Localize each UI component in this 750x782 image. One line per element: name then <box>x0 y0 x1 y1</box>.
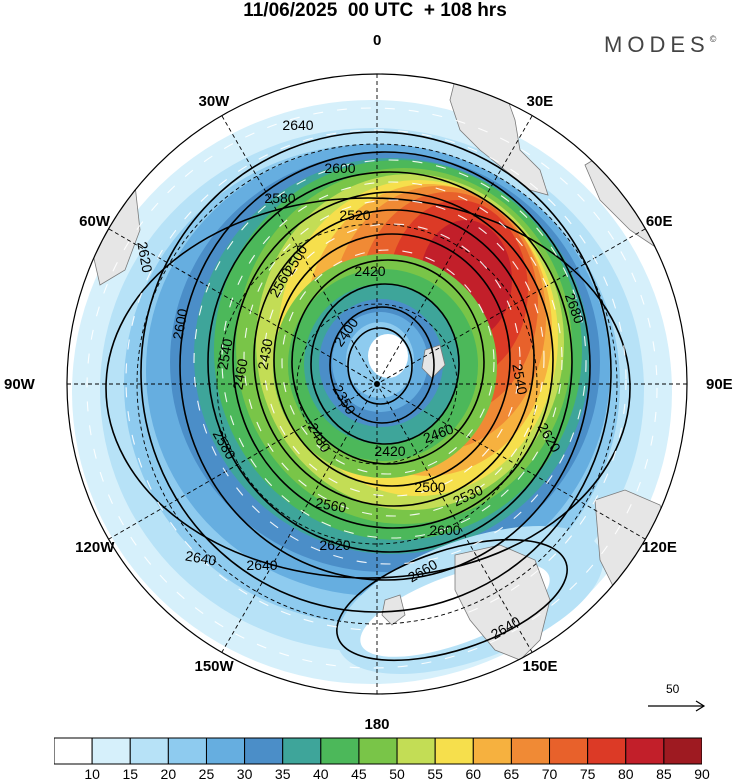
contour-label: 2600 <box>429 522 460 538</box>
colorbar-swatch <box>244 737 284 765</box>
colorbar-label: 20 <box>160 766 177 782</box>
longitude-label: 90W <box>4 375 35 393</box>
contour-label: 2640 <box>282 117 313 133</box>
colorbar-swatch <box>205 737 246 765</box>
colorbar-label: 15 <box>122 766 139 782</box>
colorbar-swatch <box>472 737 512 765</box>
colorbar-label: 55 <box>427 766 443 782</box>
contour-label: 2600 <box>169 307 190 341</box>
longitude-label: 150W <box>194 657 234 675</box>
pole-marker <box>374 381 380 387</box>
contour-label: 2560 <box>314 494 348 515</box>
contour-label: 2420 <box>374 443 405 459</box>
colorbar <box>54 737 702 765</box>
contour-label: 2620 <box>134 240 155 274</box>
colorbar-swatch <box>129 737 169 765</box>
contour-label: 2580 <box>264 190 295 206</box>
colorbar-swatch <box>54 737 93 765</box>
colorbar-swatch <box>167 737 207 765</box>
colorbar-label: 10 <box>84 766 100 782</box>
wind-speed-shading <box>72 100 672 684</box>
colorbar-label: 75 <box>579 766 596 782</box>
brand-mark: © <box>709 34 717 44</box>
brand-text: MODES <box>604 32 710 57</box>
map-title: 11/06/2025 00 UTC + 108 hrs <box>243 0 507 21</box>
contour-label: 2500 <box>414 479 445 495</box>
colorbar-swatch <box>663 737 702 765</box>
contour-label: 2620 <box>319 537 350 553</box>
longitude-label: 30E <box>526 93 554 111</box>
colorbar-label: 85 <box>656 766 672 782</box>
longitude-label: 150E <box>522 657 558 675</box>
longitude-label: 90E <box>706 375 733 393</box>
colorbar-label: 35 <box>274 766 291 782</box>
contour-label: 2460 <box>229 357 250 391</box>
contour-label: 2540 <box>509 362 530 396</box>
longitude-label: 60W <box>79 212 111 230</box>
colorbar-label: 80 <box>617 766 634 782</box>
height-contours <box>105 131 631 662</box>
colorbar-label: 60 <box>465 766 482 782</box>
contour-label: 2520 <box>339 207 370 223</box>
colorbar-swatch <box>358 737 398 765</box>
colorbar-swatch <box>434 737 474 765</box>
colorbar-swatch <box>587 737 627 765</box>
colorbar-swatch <box>625 737 665 765</box>
wind-vectors <box>86 107 658 669</box>
colorbar-label: 65 <box>503 766 520 782</box>
longitude-label: 180 <box>364 716 390 733</box>
contour-label: 2420 <box>354 263 385 279</box>
contour-label: 2640 <box>184 547 218 568</box>
longitude-label: 120W <box>75 538 115 556</box>
colorbar-label: 70 <box>541 766 558 782</box>
colorbar-swatch <box>396 737 436 765</box>
longitude-label: 60E <box>645 212 673 230</box>
colorbar-swatch <box>282 737 322 765</box>
colorbar-swatch <box>91 737 131 765</box>
arrow-right-icon <box>648 700 706 712</box>
contour-label: 2640 <box>246 557 277 573</box>
contour-label: 2430 <box>254 337 275 371</box>
colorbar-label: 25 <box>198 766 215 782</box>
contour-label: 2540 <box>214 337 235 371</box>
colorbar-label: 30 <box>236 766 253 782</box>
colorbar-swatch <box>510 737 551 765</box>
colorbar-label: 50 <box>389 766 405 782</box>
colorbar-label: 40 <box>313 766 329 782</box>
colorbar-swatch <box>549 737 589 765</box>
map-boundary <box>66 73 688 695</box>
colorbar-label: 90 <box>694 766 710 782</box>
contour-label: 2600 <box>324 160 355 176</box>
longitude-label: 30W <box>198 93 230 111</box>
wind-reference-label: 50 <box>666 682 680 696</box>
brand-logo: MODES© <box>604 32 716 58</box>
colorbar-label: 45 <box>351 766 367 782</box>
longitude-label: 120E <box>641 538 677 556</box>
colorbar-swatch <box>320 737 360 765</box>
longitude-label: 0 <box>373 32 382 49</box>
